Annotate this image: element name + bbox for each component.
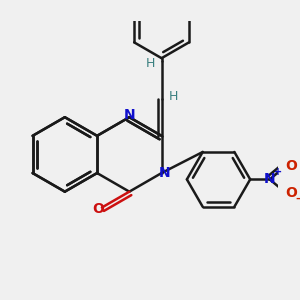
Text: O: O <box>285 186 297 200</box>
Text: H: H <box>168 90 178 103</box>
Text: H: H <box>146 57 155 70</box>
Text: N: N <box>264 172 275 186</box>
Text: N: N <box>158 166 170 180</box>
Text: O: O <box>285 159 297 173</box>
Text: -: - <box>296 194 300 204</box>
Text: O: O <box>92 202 104 216</box>
Text: N: N <box>124 107 135 122</box>
Text: +: + <box>274 167 282 177</box>
